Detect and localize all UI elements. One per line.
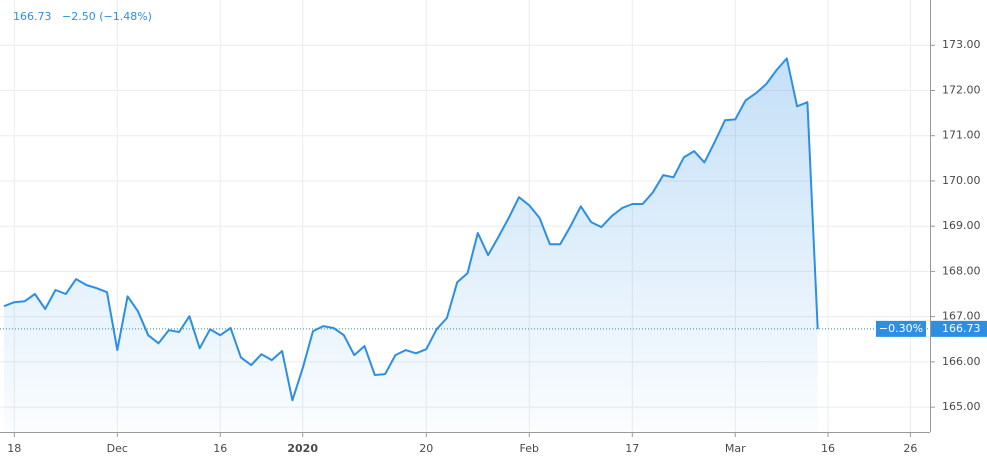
x-tick-label: 18: [7, 442, 21, 455]
price-line: [3, 57, 819, 402]
area: [4, 58, 818, 433]
y-tick-label: 166.00: [942, 355, 981, 368]
y-tick-label: 170.00: [942, 174, 981, 187]
y-tick-label: 169.00: [942, 219, 981, 232]
y-tick-label: 173.00: [942, 38, 981, 51]
y-tick-label: 171.00: [942, 129, 981, 142]
x-tick-label: 20: [419, 442, 433, 455]
header-price: 166.73: [13, 10, 52, 23]
x-tick-label: Mar: [725, 442, 746, 455]
y-tick-label: 167.00: [942, 310, 981, 323]
y-tick-label: 168.00: [942, 264, 981, 277]
percent-badge: [876, 320, 926, 337]
labels: 165.00 166.00 167.00 168.00 169.00 170.00 171.…: [7, 38, 987, 455]
x-tick-label: 2020: [287, 442, 318, 455]
y-tick-label: 172.00: [942, 83, 981, 96]
x-tick-label: 16: [213, 442, 227, 455]
plot: [0, 57, 930, 433]
percent-badge-label: −0.30%: [879, 322, 923, 335]
y-tick-label: 165.00: [942, 400, 981, 413]
x-tick-label: 26: [903, 442, 917, 455]
x-tick-label: 17: [625, 442, 639, 455]
x-tick-label: 16: [821, 442, 835, 455]
price-badge-label: 166.73: [942, 322, 981, 335]
price-badge: [931, 320, 987, 337]
x-tick-label: Dec: [107, 442, 128, 455]
x-tick-label: Feb: [520, 442, 539, 455]
header-change: −2.50 (−1.48%): [62, 10, 152, 23]
